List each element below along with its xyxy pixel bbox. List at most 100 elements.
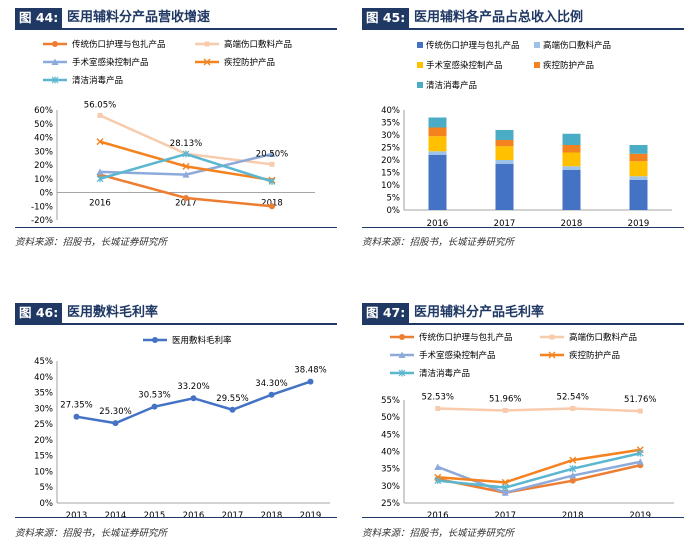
bar-segment [629, 161, 648, 177]
figure-label: 图 47: [362, 303, 410, 323]
legend-marker [52, 41, 58, 47]
legend-label: 清洁消毒产品 [72, 75, 123, 86]
legend-label: 医用敷料毛利率 [172, 335, 232, 346]
bar-segment [562, 152, 581, 167]
x-tick-label: 2018 [562, 511, 584, 521]
legend-label: 手术室感染控制产品 [72, 57, 149, 68]
x-tick-label: 2019 [300, 511, 322, 521]
x-tick-label: 2016 [183, 511, 205, 521]
data-label: 27.35% [60, 401, 92, 411]
legend-label: 传统伤口护理与包扎产品 [419, 332, 513, 343]
data-label: 52.53% [422, 392, 454, 402]
bar-segment [428, 117, 447, 128]
chart-fig46: 医用敷料毛利率 0% 5% 10% 15% 20% 25% 30% 35% 40% 45% 27.35… [34, 335, 330, 521]
figure-label: 图 46: [15, 303, 63, 323]
x-tick-label: 2014 [105, 511, 127, 521]
figure-title: 医用敷料毛利率 [67, 305, 159, 320]
x-tick-label: 2017 [175, 199, 197, 209]
series-line [437, 451, 641, 489]
legend-marker [51, 76, 59, 84]
legend-label: 疾控防护产品 [543, 60, 594, 71]
panel-fig45: 图 45: 医用辅料各产品占总收入比例 传统伤口护理与包扎产品 高端伤口敷料产品手… [362, 8, 684, 258]
bar-segment [562, 145, 581, 153]
x-tick-label: 2018 [261, 511, 283, 521]
legend-marker [204, 41, 210, 47]
data-point [269, 161, 275, 167]
data-point [501, 489, 509, 496]
data-point [569, 465, 577, 473]
bar-segment [428, 151, 447, 155]
y-tick-label: 55% [381, 396, 400, 406]
y-tick-label: 10% [381, 181, 400, 191]
data-point [229, 406, 236, 413]
y-tick-label: 40% [34, 134, 53, 144]
bar-segment [562, 133, 581, 145]
bar-segment [495, 160, 514, 164]
bar-segment [495, 163, 514, 210]
data-point [268, 391, 275, 398]
legend-label: 传统伤口护理与包扎产品 [426, 40, 520, 51]
y-tick-label: 25% [381, 144, 400, 154]
divider [15, 227, 337, 228]
data-point [182, 162, 190, 170]
data-point [569, 456, 577, 464]
bar-segment [562, 166, 581, 170]
y-tick-label: 35% [381, 119, 400, 129]
bar-segment [629, 145, 648, 154]
y-tick-label: 30% [381, 131, 400, 141]
y-tick-label: 20% [381, 156, 400, 166]
y-tick-label: 20% [34, 161, 53, 171]
y-tick-label: 0% [387, 206, 401, 216]
data-point [151, 403, 158, 410]
data-point [501, 484, 509, 492]
y-tick-label: 50% [381, 413, 400, 423]
series-line [437, 464, 641, 494]
legend-label: 传统伤口护理与包扎产品 [72, 39, 166, 50]
data-point [636, 458, 644, 465]
bar-segment [629, 180, 648, 210]
legend-swatch [417, 62, 423, 68]
y-tick-label: 5% [40, 483, 54, 493]
data-point [569, 477, 576, 484]
data-point [636, 449, 644, 457]
legend-label: 手术室感染控制产品 [419, 350, 496, 361]
data-point [434, 477, 442, 485]
legend-marker [399, 334, 405, 340]
legend-label: 高端伤口敷料产品 [543, 40, 611, 51]
data-point [268, 150, 276, 157]
figure-label: 图 45: [362, 8, 410, 28]
legend-label: 高端伤口敷料产品 [224, 39, 292, 50]
figure-title: 医用辅料分产品营收增速 [67, 10, 211, 25]
data-label: 29.55% [216, 394, 248, 404]
data-point [96, 175, 104, 183]
y-tick-label: 10% [34, 467, 53, 477]
bar-segment [629, 176, 648, 180]
bar-segment [495, 130, 514, 140]
y-tick-label: 25% [381, 499, 400, 509]
legend-swatch [417, 82, 423, 88]
data-label: 38.48% [294, 366, 326, 376]
bar-segment [428, 136, 447, 152]
x-tick-label: 2017 [222, 511, 244, 521]
panel-header: 图 45: 医用辅料各产品占总收入比例 [362, 8, 684, 30]
data-point [190, 395, 197, 402]
x-tick-label: 2015 [144, 511, 166, 521]
panel-fig46: 图 46: 医用敷料毛利率 医用敷料毛利率 0% 5% 10% 15% 20% 25% 30%… [15, 303, 337, 553]
data-point [182, 171, 190, 178]
data-point [73, 413, 80, 420]
source-note: 资料来源：招股书，长城证券研究所 [15, 237, 168, 248]
data-point [96, 168, 104, 175]
y-tick-label: 35% [34, 389, 53, 399]
x-tick-label: 2016 [427, 219, 449, 229]
x-tick-label: 2017 [494, 511, 516, 521]
y-tick-label: 45% [34, 357, 53, 367]
y-tick-label: 50% [34, 120, 53, 130]
legend-label: 清洁消毒产品 [419, 368, 470, 379]
data-point [182, 150, 190, 158]
y-tick-label: 60% [34, 106, 53, 116]
y-tick-label: 20% [34, 436, 53, 446]
data-point [501, 478, 509, 486]
legend-label: 手术室感染控制产品 [426, 60, 503, 71]
divider [362, 517, 684, 518]
